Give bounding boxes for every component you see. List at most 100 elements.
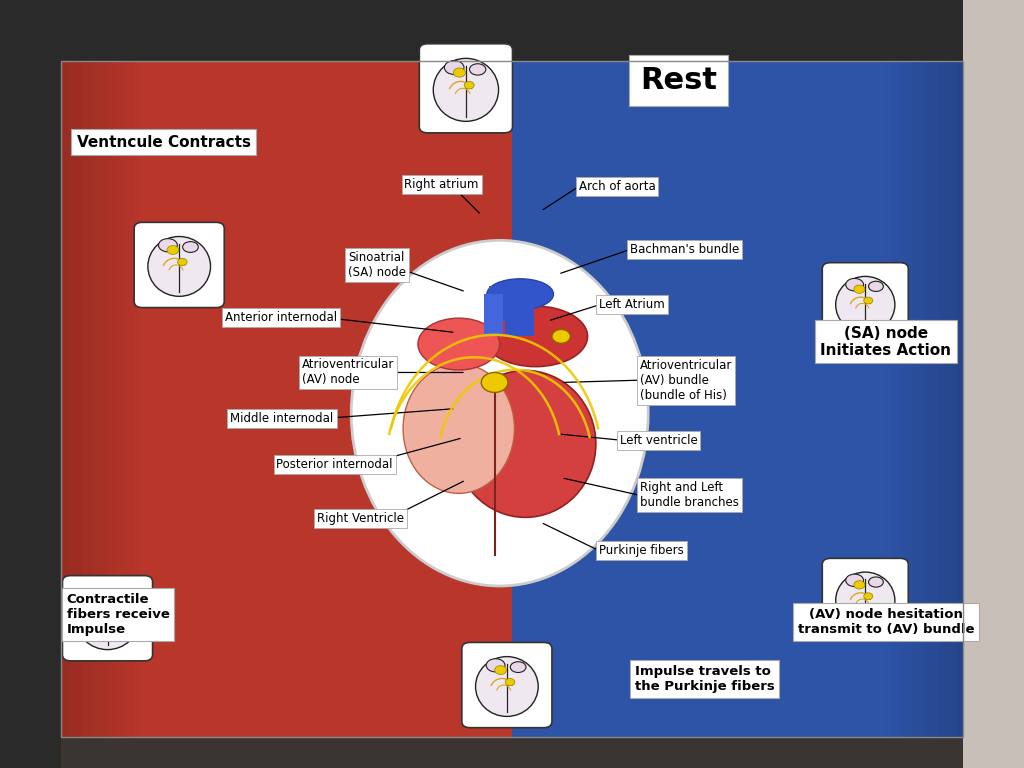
- FancyBboxPatch shape: [954, 61, 958, 737]
- FancyBboxPatch shape: [420, 44, 513, 133]
- FancyBboxPatch shape: [942, 61, 946, 737]
- Ellipse shape: [403, 364, 514, 493]
- FancyBboxPatch shape: [90, 61, 94, 737]
- FancyBboxPatch shape: [946, 61, 950, 737]
- Circle shape: [854, 285, 865, 293]
- Text: (AV) node hesitation
transmit to (AV) bundle: (AV) node hesitation transmit to (AV) bu…: [798, 608, 974, 636]
- Ellipse shape: [836, 572, 895, 629]
- FancyBboxPatch shape: [958, 61, 963, 737]
- Circle shape: [177, 258, 187, 266]
- Text: Left ventricle: Left ventricle: [620, 434, 697, 446]
- Text: Atrioventricular
(AV) node: Atrioventricular (AV) node: [302, 359, 394, 386]
- FancyBboxPatch shape: [98, 61, 102, 737]
- FancyBboxPatch shape: [905, 61, 909, 737]
- FancyBboxPatch shape: [922, 61, 926, 737]
- Ellipse shape: [836, 276, 895, 333]
- FancyBboxPatch shape: [115, 61, 119, 737]
- FancyBboxPatch shape: [909, 61, 913, 737]
- Text: Rest: Rest: [640, 66, 717, 95]
- Text: Ventncule Contracts: Ventncule Contracts: [77, 134, 251, 150]
- Text: Posterior internodal: Posterior internodal: [276, 458, 393, 471]
- FancyBboxPatch shape: [0, 0, 1024, 69]
- FancyBboxPatch shape: [134, 223, 224, 307]
- FancyBboxPatch shape: [512, 61, 963, 737]
- Ellipse shape: [182, 242, 199, 253]
- Text: Impulse travels to
the Purkinje fibers: Impulse travels to the Purkinje fibers: [635, 665, 774, 693]
- FancyBboxPatch shape: [950, 61, 954, 737]
- FancyBboxPatch shape: [930, 61, 934, 737]
- Text: Atrioventricular
(AV) bundle
(bundle of His): Atrioventricular (AV) bundle (bundle of …: [640, 359, 732, 402]
- FancyBboxPatch shape: [62, 576, 153, 660]
- Ellipse shape: [76, 590, 139, 650]
- Circle shape: [863, 297, 872, 304]
- FancyBboxPatch shape: [86, 61, 90, 737]
- FancyBboxPatch shape: [0, 0, 61, 768]
- FancyBboxPatch shape: [913, 61, 918, 737]
- Ellipse shape: [418, 318, 500, 370]
- Text: Right atrium: Right atrium: [404, 178, 479, 190]
- Circle shape: [854, 581, 865, 589]
- FancyBboxPatch shape: [0, 737, 1024, 768]
- FancyBboxPatch shape: [458, 61, 963, 737]
- Circle shape: [552, 329, 570, 343]
- FancyBboxPatch shape: [78, 61, 82, 737]
- Text: Left Atrium: Left Atrium: [599, 299, 665, 311]
- FancyBboxPatch shape: [74, 61, 78, 737]
- Text: Right Ventricle: Right Ventricle: [317, 512, 404, 525]
- FancyBboxPatch shape: [106, 61, 111, 737]
- Circle shape: [464, 81, 474, 89]
- Ellipse shape: [147, 237, 211, 296]
- FancyBboxPatch shape: [484, 294, 503, 336]
- FancyBboxPatch shape: [61, 61, 512, 737]
- FancyBboxPatch shape: [822, 558, 908, 640]
- Text: Purkinje fibers: Purkinje fibers: [599, 545, 684, 557]
- FancyBboxPatch shape: [70, 61, 74, 737]
- Circle shape: [505, 678, 515, 686]
- Text: Anterior internodal: Anterior internodal: [225, 311, 337, 323]
- Ellipse shape: [455, 370, 596, 518]
- Circle shape: [105, 611, 116, 619]
- Ellipse shape: [486, 659, 505, 672]
- Ellipse shape: [475, 657, 539, 717]
- FancyBboxPatch shape: [505, 290, 534, 336]
- Circle shape: [95, 599, 108, 607]
- Text: (SA) node
Initiates Action: (SA) node Initiates Action: [820, 326, 951, 358]
- FancyBboxPatch shape: [94, 61, 98, 737]
- FancyBboxPatch shape: [822, 263, 908, 344]
- Ellipse shape: [433, 58, 499, 121]
- Ellipse shape: [483, 306, 588, 366]
- FancyBboxPatch shape: [926, 61, 930, 737]
- FancyBboxPatch shape: [462, 642, 552, 728]
- FancyBboxPatch shape: [102, 61, 106, 737]
- Ellipse shape: [846, 574, 863, 587]
- Ellipse shape: [87, 592, 105, 605]
- Circle shape: [495, 666, 507, 674]
- Ellipse shape: [159, 239, 177, 252]
- Text: Middle internodal: Middle internodal: [230, 412, 334, 425]
- Ellipse shape: [846, 279, 863, 291]
- FancyBboxPatch shape: [918, 61, 922, 737]
- Ellipse shape: [444, 61, 464, 74]
- Text: Arch of aorta: Arch of aorta: [579, 180, 655, 193]
- FancyBboxPatch shape: [61, 61, 458, 737]
- FancyBboxPatch shape: [938, 61, 942, 737]
- FancyBboxPatch shape: [111, 61, 115, 737]
- Ellipse shape: [510, 662, 526, 673]
- Ellipse shape: [111, 595, 127, 606]
- Ellipse shape: [351, 240, 648, 586]
- Circle shape: [167, 246, 179, 254]
- Ellipse shape: [487, 279, 553, 310]
- Ellipse shape: [868, 577, 884, 588]
- Text: Sinoatrial
(SA) node: Sinoatrial (SA) node: [348, 251, 407, 279]
- Text: Bachman's bundle: Bachman's bundle: [630, 243, 739, 256]
- Text: Contractile
fibers receive
Impulse: Contractile fibers receive Impulse: [67, 593, 169, 636]
- FancyBboxPatch shape: [66, 61, 70, 737]
- FancyBboxPatch shape: [61, 61, 66, 737]
- FancyBboxPatch shape: [934, 61, 938, 737]
- Ellipse shape: [868, 281, 884, 292]
- Circle shape: [481, 372, 508, 392]
- Circle shape: [863, 593, 872, 600]
- FancyBboxPatch shape: [489, 286, 512, 321]
- Ellipse shape: [470, 64, 485, 75]
- Circle shape: [454, 68, 466, 78]
